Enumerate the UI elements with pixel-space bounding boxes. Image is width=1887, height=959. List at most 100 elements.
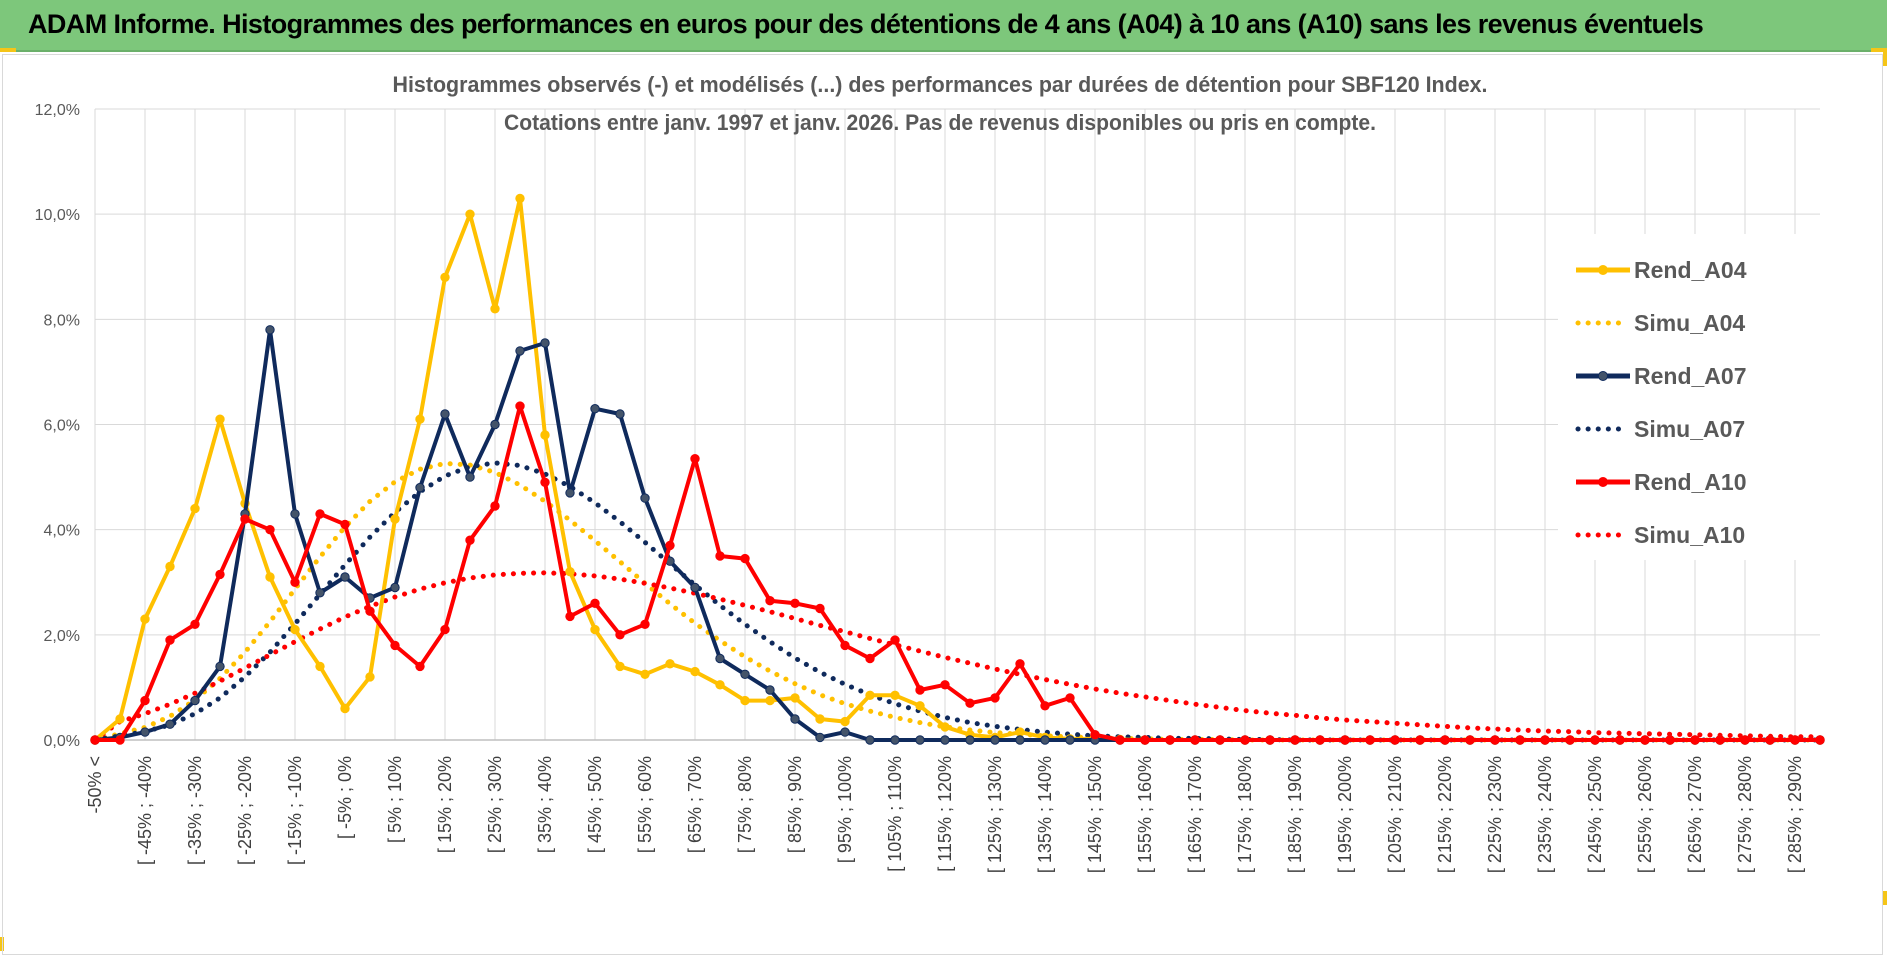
series-rend-a10-point <box>1015 659 1025 669</box>
series-rend-a04-point <box>490 304 500 314</box>
series-rend-a04-point <box>465 209 475 219</box>
x-axis: -50% < [ -45% ; -40% [ -35% ; -30% [ -25% ;… <box>85 756 1805 873</box>
series-rend-a10-point <box>1215 735 1225 745</box>
y-tick-label: 8,0% <box>44 312 80 329</box>
x-tick-label: [ 225% ; 230% <box>1485 756 1505 873</box>
x-tick-label: [ 5% ; 10% <box>385 756 405 843</box>
series-rend-a10-point <box>1190 735 1200 745</box>
series-rend-a10-point <box>490 501 500 511</box>
x-tick-label: [ 105% ; 110% <box>885 756 905 872</box>
series-rend-a04-point <box>765 695 775 706</box>
series-rend-a10-point <box>715 551 725 561</box>
series-rend-a07-point <box>890 735 900 745</box>
series-rend-a04-point <box>790 693 800 703</box>
series-rend-a07-point <box>565 488 575 498</box>
series-rend-a04-point <box>115 714 125 724</box>
series-rend-a04-point <box>390 514 400 524</box>
series-rend-a10-point <box>1065 693 1075 703</box>
x-tick-label: [ -15% ; -10% <box>285 756 305 865</box>
series-rend-a10-point <box>1340 735 1350 745</box>
series-rend-a10-point <box>165 635 175 645</box>
series-rend-a10-point <box>1665 735 1675 745</box>
x-tick-label: [ 175% ; 180% <box>1235 756 1255 873</box>
x-tick-label: [ 255% ; 260% <box>1635 756 1655 873</box>
series-rend-a10-point <box>90 735 100 745</box>
series-rend-a04-point <box>165 561 175 572</box>
series-rend-a10-point <box>765 596 775 606</box>
series-rend-a10-point <box>440 624 450 635</box>
x-tick-label: [ 135% ; 140% <box>1035 756 1055 873</box>
x-tick-label: [ 95% ; 100% <box>835 756 855 863</box>
x-tick-label: [ -45% ; -40% <box>135 756 155 865</box>
series-rend-a10-point <box>115 735 125 745</box>
series-rend-a10-point <box>1290 735 1300 745</box>
series-rend-a07-point <box>815 732 825 743</box>
series-rend-a10-point <box>1740 735 1750 745</box>
series-rend-a07-point <box>865 735 875 745</box>
series-rend-a04-point <box>840 716 850 727</box>
series-rend-a04-point <box>190 503 200 514</box>
series-rend-a04-point <box>565 567 575 577</box>
series-rend-a10-point <box>840 640 850 651</box>
series-simu-a10-line <box>92 570 1823 743</box>
series-rend-a10-point <box>1715 735 1725 745</box>
x-tick-label: [ 195% ; 200% <box>1335 756 1355 873</box>
series-rend-a10-point <box>1140 735 1150 745</box>
series-rend-a07-point <box>640 493 650 503</box>
series-rend-a07-point <box>940 735 950 745</box>
series-rend-a07-point <box>165 719 175 729</box>
series-rend-a07-point <box>1065 735 1075 745</box>
series-rend-a10-point <box>415 661 425 672</box>
legend-rend-a10-marker <box>1598 477 1608 487</box>
series-rend-a07-point <box>990 735 1000 745</box>
series-rend-a10-point <box>1540 735 1550 745</box>
corner-accent-top-left <box>0 48 16 52</box>
series-rend-a07-point <box>615 409 625 419</box>
series-rend-a07-point <box>465 472 475 482</box>
series-rend-a07-point <box>190 695 200 706</box>
x-tick-label: [ 275% ; 280% <box>1735 756 1755 873</box>
series-rend-a10-point <box>1515 735 1525 745</box>
series-rend-a04-point <box>915 701 925 711</box>
series-rend-a10-point <box>1165 735 1175 745</box>
series-rend-a10-point <box>1315 735 1325 745</box>
series-rend-a10-point <box>865 653 875 664</box>
y-tick-label: 12,0% <box>35 102 80 119</box>
series-rend-a10-point <box>1265 735 1275 745</box>
series-rend-a10-point <box>465 535 475 545</box>
series-rend-a04-point <box>690 666 700 677</box>
series-rend-a10-point <box>1365 735 1375 745</box>
series-rend-a10-point <box>140 695 150 706</box>
legend-rend-a04-label: Rend_A04 <box>1634 257 1747 283</box>
series-rend-a07-point <box>715 653 725 664</box>
legend-simu-a10-label: Simu_A10 <box>1634 522 1745 548</box>
series-rend-a10-point <box>265 525 275 535</box>
series-rend-a10-point <box>690 454 700 464</box>
legend-rend-a07-marker <box>1598 371 1608 381</box>
series-rend-a04-point <box>740 695 750 706</box>
x-tick-label: [ 215% ; 220% <box>1435 756 1455 873</box>
series-rend-a04-point <box>640 669 650 679</box>
series-rend-a10-point <box>890 635 900 645</box>
series-rend-a04-point <box>315 661 325 672</box>
series-rend-a07-point <box>1015 735 1025 745</box>
series-rend-a10-point <box>915 685 925 695</box>
series-rend-a04-point <box>515 193 525 204</box>
legend-simu-a07-label: Simu_A07 <box>1634 416 1745 442</box>
corner-accent-right-edge <box>1883 52 1887 66</box>
x-tick-label: [ -5% ; 0% <box>335 756 355 839</box>
x-tick-label: [ 55% ; 60% <box>635 756 655 853</box>
series-rend-a07-point <box>740 669 750 679</box>
series-rend-a10-point <box>1765 735 1775 745</box>
x-tick-label: [ 145% ; 150% <box>1085 756 1105 873</box>
y-tick-label: 2,0% <box>44 628 80 645</box>
x-tick-label: [ 265% ; 270% <box>1685 756 1705 873</box>
x-tick-label: [ 15% ; 20% <box>435 756 455 853</box>
series-rend-a04-point <box>940 722 950 732</box>
corner-accent-top-right <box>1871 48 1887 52</box>
x-tick-label: [ 45% ; 50% <box>585 756 605 853</box>
x-tick-label: [ -25% ; -20% <box>235 756 255 865</box>
series-rend-a10-point <box>790 598 800 608</box>
series-rend-a04-point <box>890 690 900 700</box>
series-rend-a07-point <box>590 404 600 414</box>
